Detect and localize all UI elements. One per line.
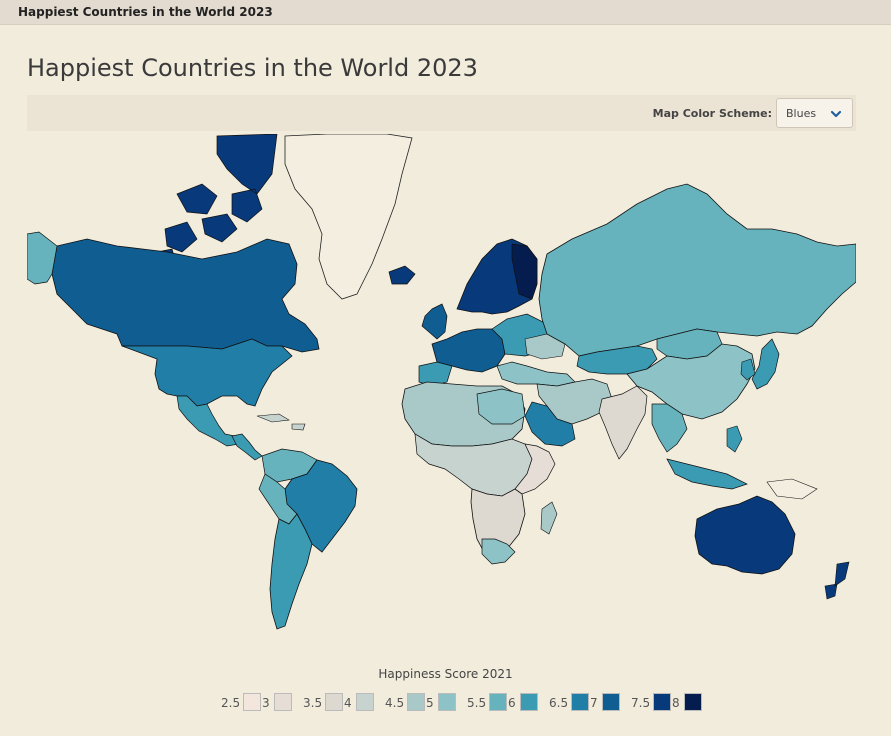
chevron-down-icon bbox=[830, 110, 842, 118]
country-australia[interactable] bbox=[694, 495, 796, 575]
legend-item: 4 bbox=[344, 693, 385, 713]
country-canada-islands[interactable] bbox=[146, 134, 278, 275]
legend-label: 4 bbox=[344, 696, 352, 710]
legend-label: 6.5 bbox=[549, 696, 569, 710]
color-scheme-label: Map Color Scheme: bbox=[652, 107, 772, 120]
legend-item: 6.5 bbox=[549, 693, 590, 713]
color-scheme-select[interactable]: Blues bbox=[776, 98, 853, 128]
country-uk-ireland[interactable] bbox=[421, 303, 448, 340]
legend-item: 5 bbox=[426, 693, 467, 713]
legend-label: 6 bbox=[508, 696, 516, 710]
legend-label: 4.5 bbox=[385, 696, 405, 710]
legend-item: 7 bbox=[590, 693, 631, 713]
country-balkans-turkey[interactable] bbox=[496, 361, 576, 387]
legend-label: 7 bbox=[590, 696, 598, 710]
country-greenland[interactable] bbox=[284, 134, 413, 300]
world-map[interactable] bbox=[27, 134, 856, 634]
country-korea[interactable] bbox=[740, 358, 756, 381]
legend-label: 8 bbox=[672, 696, 680, 710]
country-japan[interactable] bbox=[751, 338, 780, 390]
controls-bar: Map Color Scheme: Blues bbox=[27, 95, 856, 131]
color-scheme-value: Blues bbox=[786, 107, 817, 120]
country-caribbean[interactable] bbox=[256, 413, 306, 431]
legend-swatch bbox=[407, 693, 425, 711]
country-india[interactable] bbox=[598, 385, 648, 460]
legend-swatch bbox=[356, 693, 374, 711]
country-southeast-asia[interactable] bbox=[651, 403, 688, 453]
legend-item: 4.5 bbox=[385, 693, 426, 713]
country-usa[interactable] bbox=[121, 338, 293, 407]
legend-swatch bbox=[571, 693, 589, 711]
legend-label: 3.5 bbox=[303, 696, 323, 710]
legend-item: 3.5 bbox=[303, 693, 344, 713]
legend-swatch bbox=[684, 693, 702, 711]
country-iberia[interactable] bbox=[418, 361, 453, 387]
legend-label: 3 bbox=[262, 696, 270, 710]
country-kazakhstan[interactable] bbox=[576, 345, 658, 375]
country-saudi-arabia[interactable] bbox=[524, 401, 576, 447]
country-new-zealand[interactable] bbox=[824, 561, 850, 600]
legend-item: 3 bbox=[262, 693, 303, 713]
app-title: Happiest Countries in the World 2023 bbox=[18, 5, 273, 19]
legend-label: 2.5 bbox=[221, 696, 241, 710]
legend-label: 7.5 bbox=[631, 696, 651, 710]
country-canada[interactable] bbox=[51, 238, 320, 353]
legend-swatch bbox=[325, 693, 343, 711]
country-alaska[interactable] bbox=[27, 231, 58, 285]
legend-swatch bbox=[489, 693, 507, 711]
legend-label: 5.5 bbox=[467, 696, 487, 710]
page-title: Happiest Countries in the World 2023 bbox=[27, 54, 478, 82]
country-russia[interactable] bbox=[538, 183, 856, 357]
legend-swatch bbox=[602, 693, 620, 711]
country-finland[interactable] bbox=[511, 243, 538, 300]
legend-swatch bbox=[520, 693, 538, 711]
country-iceland[interactable] bbox=[388, 265, 416, 285]
country-madagascar[interactable] bbox=[540, 501, 558, 535]
legend-item: 2.5 bbox=[221, 693, 262, 713]
country-papua-new-guinea[interactable] bbox=[766, 478, 818, 500]
app-header: Happiest Countries in the World 2023 bbox=[0, 0, 891, 25]
legend-item: 7.5 bbox=[631, 693, 672, 713]
legend-swatch bbox=[274, 693, 292, 711]
legend-swatch bbox=[438, 693, 456, 711]
country-argentina-chile[interactable] bbox=[269, 513, 313, 630]
legend-swatch bbox=[653, 693, 671, 711]
country-central-america[interactable] bbox=[231, 433, 263, 461]
legend-swatch bbox=[243, 693, 261, 711]
country-east-africa[interactable] bbox=[514, 443, 556, 495]
country-philippines[interactable] bbox=[726, 425, 743, 453]
country-indonesia[interactable] bbox=[666, 458, 748, 490]
country-egypt-libya[interactable] bbox=[476, 388, 526, 425]
legend-label: 5 bbox=[426, 696, 434, 710]
legend-item: 8 bbox=[672, 693, 713, 713]
legend-title: Happiness Score 2021 bbox=[378, 667, 513, 681]
country-south-africa[interactable] bbox=[481, 538, 516, 565]
legend-item: 6 bbox=[508, 693, 549, 713]
legend-item: 5.5 bbox=[467, 693, 508, 713]
